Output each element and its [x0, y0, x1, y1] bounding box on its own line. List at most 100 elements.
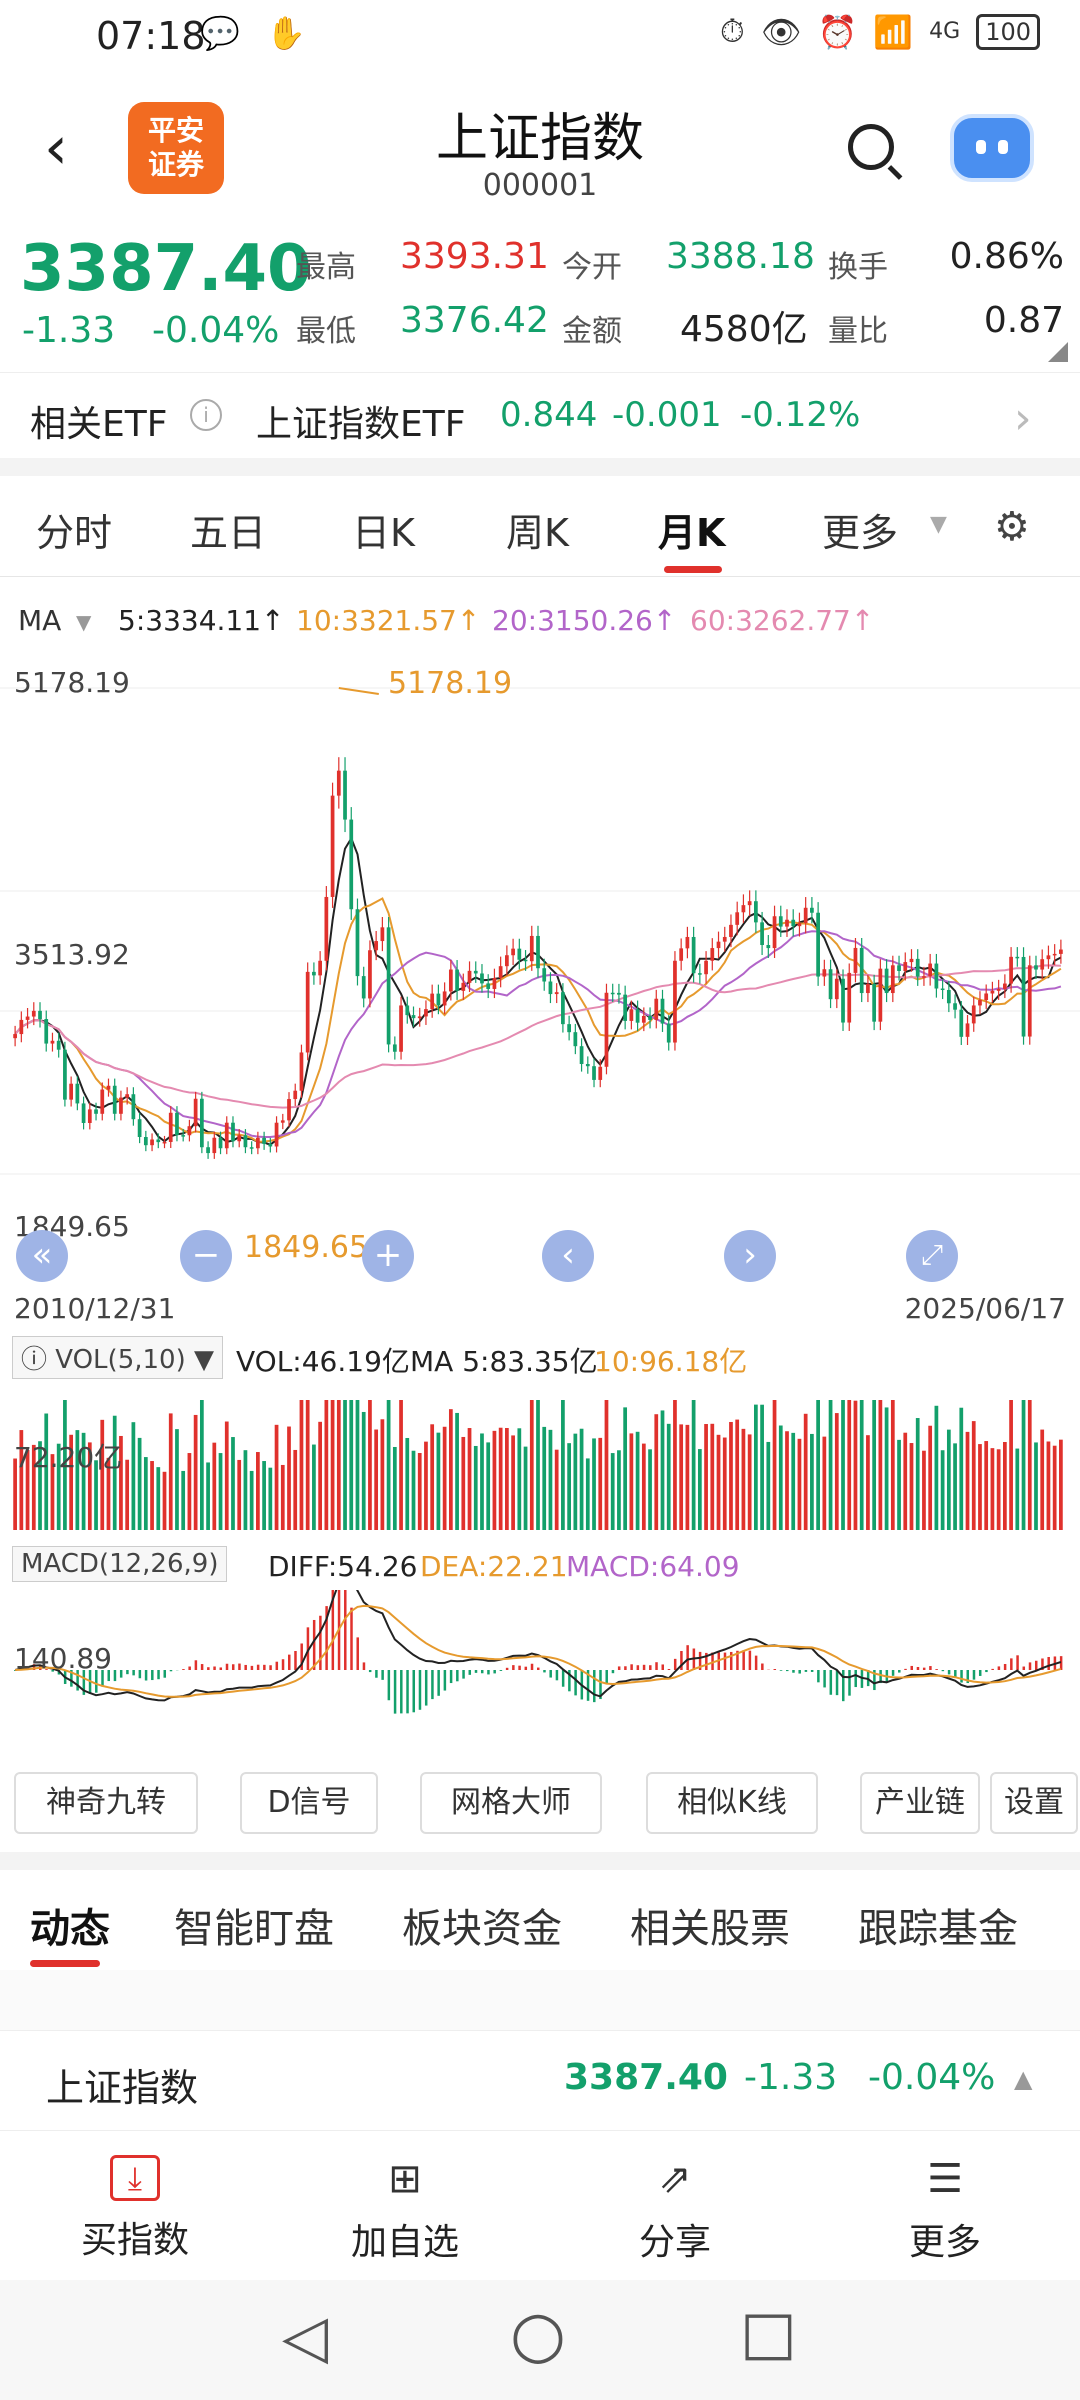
volume-bar: [785, 1431, 789, 1530]
candle-body: [94, 1109, 98, 1114]
tool-d-signal[interactable]: D信号: [240, 1772, 378, 1834]
macd-bar: [443, 1670, 447, 1691]
buy-index-button[interactable]: ⤓ 买指数: [60, 2155, 210, 2263]
volume-bar: [685, 1424, 690, 1530]
candle-body: [486, 983, 491, 989]
volume-bar: [822, 1436, 827, 1530]
dropdown-arrow-icon: ▼: [930, 512, 947, 537]
macd-bar: [1047, 1656, 1050, 1670]
etf-value: 0.844: [500, 395, 598, 435]
macd-bar: [1059, 1656, 1063, 1670]
volume-bar: [604, 1400, 609, 1530]
ma-label[interactable]: MA: [18, 604, 62, 637]
candle-body: [573, 1032, 578, 1047]
macd-bar: [929, 1666, 932, 1670]
gear-icon[interactable]: ⚙: [994, 504, 1030, 550]
macd-bar: [723, 1652, 727, 1670]
macd-bar: [194, 1660, 198, 1670]
volume-bar: [561, 1400, 565, 1530]
volume-bar: [268, 1467, 273, 1530]
macd-dea: DEA:22.21: [420, 1550, 568, 1583]
brand-logo[interactable]: 平安 证券: [128, 102, 224, 194]
related-etf-row[interactable]: 相关ETF i 上证指数ETF 0.844 -0.001 -0.12% ›: [0, 372, 1080, 459]
fullscreen-button[interactable]: ⤢: [906, 1230, 958, 1282]
tab-sector-funds[interactable]: 板块资金: [402, 1906, 562, 1952]
tab-more[interactable]: 更多: [822, 511, 899, 555]
ma-dropdown-icon[interactable]: ▼: [76, 610, 92, 634]
candlestick-svg[interactable]: [0, 646, 1080, 1326]
macd-bar: [182, 1669, 185, 1670]
macd-bar: [630, 1664, 633, 1670]
nav-recents-icon[interactable]: □: [740, 2298, 797, 2368]
macd-chart[interactable]: 140.89: [0, 1574, 1080, 1750]
volume-chart[interactable]: 72.20亿: [0, 1380, 1080, 1540]
tool-similar-kline[interactable]: 相似K线: [646, 1772, 818, 1834]
macd-indicator-selector[interactable]: MACD(12,26,9): [12, 1546, 228, 1582]
volume-bar: [548, 1429, 553, 1530]
macd-bar: [873, 1670, 876, 1691]
tab-daily-k[interactable]: 日K: [352, 511, 415, 555]
tab-smart-watch[interactable]: 智能盯盘: [174, 1906, 334, 1952]
back-button[interactable]: ‹: [44, 113, 68, 183]
macd-bar: [368, 1670, 372, 1673]
candlestick-chart[interactable]: 5178.19 3513.92 1849.65 5178.19 1849.65 …: [0, 646, 1080, 1326]
collapse-arrow-icon[interactable]: ▲: [1014, 2065, 1033, 2093]
scroll-left-button[interactable]: ‹: [542, 1230, 594, 1282]
volume-bar: [990, 1448, 995, 1530]
macd-bar: [1003, 1663, 1007, 1670]
candle-body: [517, 948, 522, 960]
macd-bar: [493, 1670, 496, 1674]
tool-magic-nine[interactable]: 神奇九转: [14, 1772, 198, 1834]
candle-body: [897, 965, 901, 971]
zoom-out-button[interactable]: −: [180, 1230, 232, 1282]
nav-back-icon[interactable]: ◁: [282, 2302, 329, 2372]
candle-body: [448, 969, 453, 992]
scroll-left-fast-button[interactable]: «: [16, 1230, 68, 1282]
eye-icon: 👁: [760, 12, 802, 51]
macd-y-label: 140.89: [14, 1642, 112, 1675]
period-tabs: 分时 五日 日K 周K 月K 更多 ▼ ⚙: [0, 476, 1080, 577]
more-button[interactable]: ☰ 更多: [870, 2155, 1020, 2265]
info-icon[interactable]: i: [190, 399, 222, 431]
tab-tracking-funds[interactable]: 跟踪基金: [858, 1906, 1018, 1952]
add-box-icon: ⊞: [388, 2156, 422, 2202]
add-watchlist-button[interactable]: ⊞ 加自选: [330, 2155, 480, 2265]
tab-intraday[interactable]: 分时: [36, 511, 113, 555]
macd-bar: [599, 1670, 602, 1700]
etf-name: 上证指数ETF: [256, 404, 466, 445]
tab-news[interactable]: 动态: [30, 1906, 110, 1952]
tab-monthly-k[interactable]: 月K: [658, 511, 726, 555]
share-button[interactable]: ⇗ 分享: [600, 2155, 750, 2265]
index-summary-row[interactable]: 上证指数 3387.40 -1.33 -0.04% ▲: [0, 2030, 1080, 2131]
scroll-right-button[interactable]: ›: [724, 1230, 776, 1282]
tool-settings[interactable]: 设置: [990, 1772, 1078, 1834]
volume-bar: [529, 1400, 534, 1530]
search-icon[interactable]: [848, 124, 894, 170]
volume-bar: [1040, 1429, 1045, 1530]
zoom-in-button[interactable]: +: [362, 1230, 414, 1282]
tab-weekly-k[interactable]: 周K: [506, 511, 569, 555]
volume-bar: [971, 1421, 976, 1530]
nav-home-icon[interactable]: ○: [510, 2298, 566, 2372]
candle-body: [13, 1034, 17, 1039]
tool-industry-chain[interactable]: 产业链: [860, 1772, 980, 1834]
tool-grid-master[interactable]: 网格大师: [420, 1772, 602, 1834]
expand-corner-icon[interactable]: [1048, 342, 1068, 362]
candle-body: [137, 1119, 142, 1138]
macd-bar: [611, 1670, 615, 1674]
macd-bar: [673, 1658, 677, 1670]
macd-bar: [978, 1670, 982, 1676]
tab-five-day[interactable]: 五日: [190, 511, 267, 555]
macd-bar: [898, 1670, 901, 1673]
tab-related-stocks[interactable]: 相关股票: [630, 1906, 790, 1952]
volume-bar: [368, 1400, 372, 1530]
menu-icon: ☰: [927, 2156, 963, 2202]
candle-body: [492, 978, 497, 989]
candle-body: [237, 1135, 242, 1142]
macd-bar: [76, 1670, 79, 1691]
volume-indicator-selector[interactable]: ⓘ VOL(5,10) ▼: [12, 1336, 223, 1379]
assistant-robot-icon[interactable]: [950, 114, 1034, 182]
macd-bar: [512, 1665, 515, 1670]
volume-bar: [274, 1424, 279, 1530]
volume-bar: [716, 1434, 721, 1530]
